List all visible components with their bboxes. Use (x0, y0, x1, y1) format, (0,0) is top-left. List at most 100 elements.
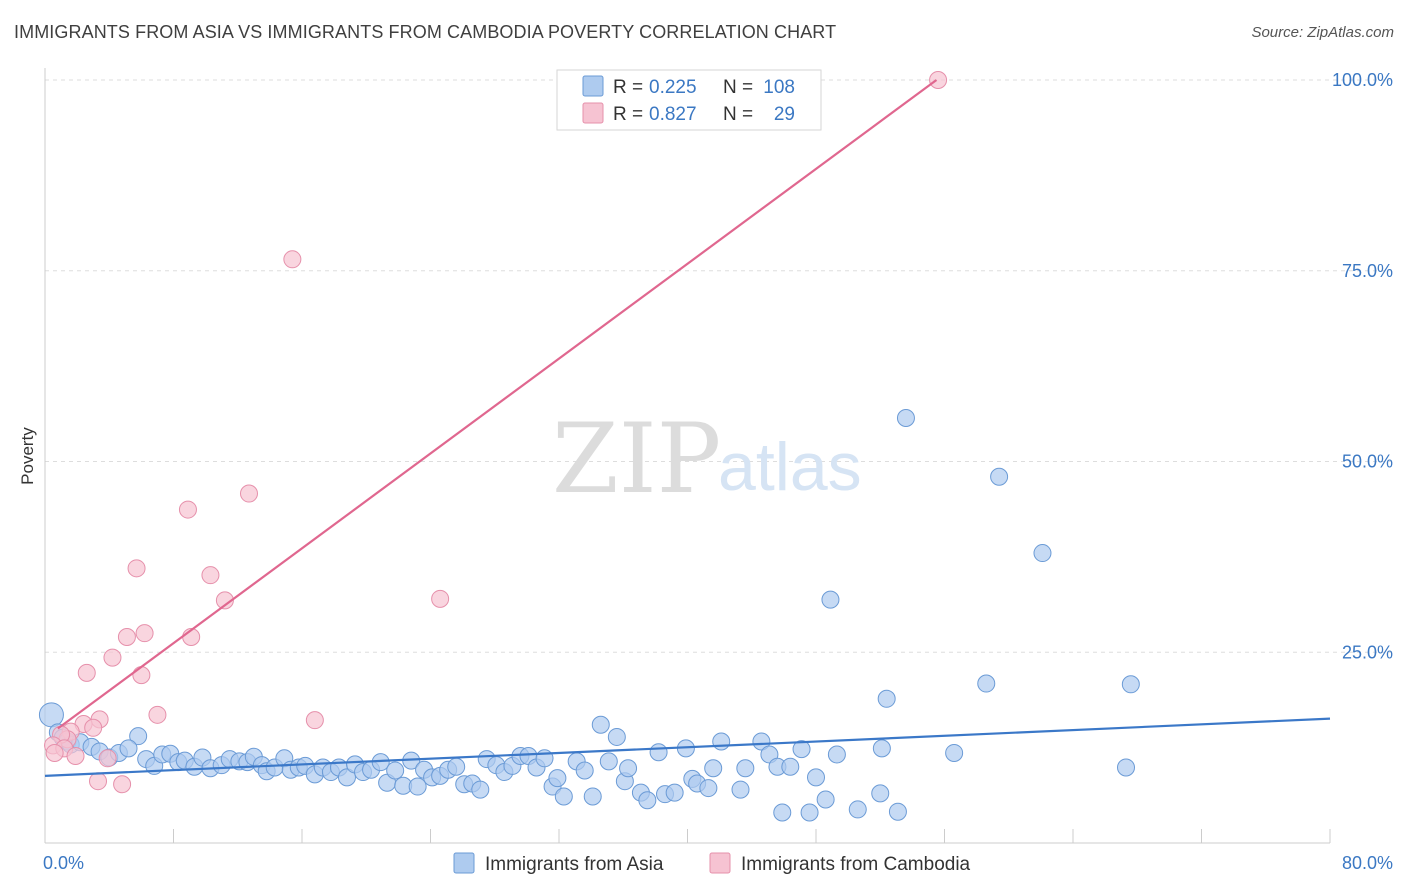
point-asia (800, 803, 819, 822)
x-tick-label: 80.0% (1342, 853, 1393, 873)
point-asia (807, 768, 825, 787)
legend-swatch-cambodia (582, 102, 604, 124)
point-asia (712, 732, 731, 751)
point-asia (575, 761, 594, 780)
point-cambodia (84, 718, 103, 737)
point-cambodia (127, 559, 146, 578)
series-legend-label-asia: Immigrants from Asia (485, 854, 664, 875)
chart-title: IMMIGRANTS FROM ASIA VS IMMIGRANTS FROM … (14, 22, 837, 42)
point-cambodia (117, 627, 136, 646)
series-legend-label-cambodia: Immigrants from Cambodia (741, 854, 971, 875)
point-cambodia (89, 772, 108, 791)
point-cambodia (135, 624, 154, 643)
legend-r-label-cambodia: R = (613, 104, 643, 125)
point-asia (781, 757, 800, 776)
watermark: ZIP atlas (552, 403, 862, 515)
point-asia (548, 769, 567, 788)
legend-n-label-cambodia: N = (723, 104, 753, 125)
point-cambodia (431, 589, 450, 608)
point-asia (607, 727, 626, 746)
y-tick-label: 50.0% (1342, 452, 1393, 472)
point-cambodia (201, 566, 220, 585)
point-asia (619, 759, 638, 778)
series-legend-swatch-asia (453, 852, 475, 874)
point-cambodia (132, 666, 151, 685)
point-asia (129, 727, 148, 746)
chart-source: Source: ZipAtlas.com (1251, 24, 1394, 41)
point-asia (649, 743, 668, 762)
point-cambodia (178, 500, 197, 519)
point-asia (848, 800, 867, 819)
point-cambodia (45, 743, 64, 762)
data-points (38, 71, 1140, 822)
legend-n-label-asia: N = (723, 77, 753, 98)
point-cambodia (66, 747, 85, 766)
point-asia (977, 674, 996, 693)
series-legend: Immigrants from Asia Immigrants from Cam… (453, 852, 971, 875)
y-tick-labels: 25.0% 50.0% 75.0% 100.0% (1332, 70, 1393, 662)
point-cambodia (98, 749, 117, 768)
point-asia (665, 783, 684, 802)
legend-swatch-asia (582, 75, 604, 97)
legend-n-value-asia: 108 (763, 77, 795, 98)
point-asia (752, 732, 771, 751)
point-cambodia (148, 705, 167, 724)
point-asia (638, 791, 657, 810)
x-tick-label: 0.0% (43, 853, 84, 873)
legend-n-value-cambodia: 29 (774, 104, 795, 125)
point-asia (877, 689, 896, 708)
point-asia (872, 739, 891, 758)
point-asia (990, 467, 1009, 486)
point-asia (821, 590, 840, 609)
y-tick-label: 25.0% (1342, 642, 1393, 662)
point-asia (888, 802, 907, 821)
point-cambodia (103, 648, 122, 667)
point-asia (704, 759, 723, 778)
point-cambodia (215, 591, 234, 610)
trendline-asia (44, 717, 1331, 777)
point-asia (599, 752, 618, 771)
trendlines (44, 79, 1331, 777)
point-asia (554, 787, 573, 806)
point-asia (896, 409, 915, 428)
y-axis-title: Poverty (18, 427, 37, 485)
point-cambodia (113, 775, 132, 794)
point-asia (827, 745, 846, 764)
point-cambodia (77, 663, 96, 682)
correlation-legend: R = 0.225 N = 108 R = 0.827 N = 29 (556, 69, 822, 131)
x-tick-labels: 0.0% 80.0% (43, 853, 1393, 873)
gridlines (45, 79, 1392, 653)
point-asia (945, 743, 964, 762)
point-asia (337, 768, 356, 787)
point-asia (583, 787, 602, 806)
point-asia (792, 740, 811, 759)
watermark-zip: ZIP (552, 403, 721, 515)
watermark-atlas: atlas (718, 429, 862, 505)
point-asia (699, 779, 718, 798)
point-asia (1033, 544, 1052, 563)
point-asia (773, 803, 792, 822)
point-cambodia (929, 71, 948, 89)
point-asia (38, 702, 64, 728)
point-cambodia (305, 711, 324, 730)
y-tick-label: 75.0% (1342, 261, 1393, 281)
legend-r-label-asia: R = (613, 77, 643, 98)
y-tick-label: 100.0% (1332, 70, 1393, 90)
point-asia (1117, 758, 1136, 777)
point-asia (591, 715, 610, 734)
legend-r-value-cambodia: 0.827 (649, 104, 697, 125)
point-asia (736, 759, 755, 778)
point-cambodia (283, 250, 302, 269)
point-asia (471, 780, 490, 799)
trendline-cambodia (57, 79, 938, 730)
point-cambodia (239, 484, 258, 503)
point-asia (119, 739, 138, 758)
series-legend-swatch-cambodia (709, 852, 731, 874)
point-asia (386, 761, 405, 780)
point-asia (731, 780, 750, 799)
point-asia (816, 790, 835, 809)
legend-r-value-asia: 0.225 (649, 77, 697, 98)
point-asia (447, 757, 466, 776)
point-asia (871, 784, 890, 803)
